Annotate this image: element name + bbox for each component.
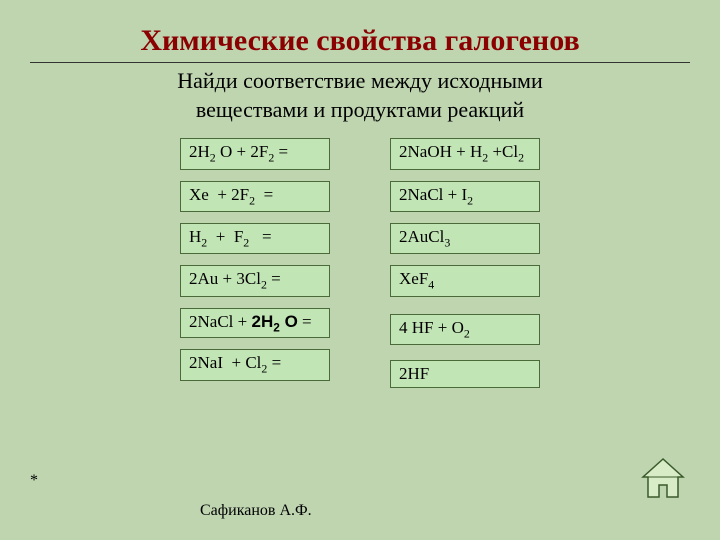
divider — [30, 62, 690, 63]
product-box[interactable]: 2HF — [390, 360, 540, 388]
home-icon[interactable] — [640, 457, 686, 506]
reactant-box[interactable]: 2Au + 3Cl2 = — [180, 265, 330, 296]
footnote-marker: * — [30, 472, 38, 490]
product-box[interactable]: 4 HF + O2 — [390, 314, 540, 345]
subtitle-line-1: Найди соответствие между исходными — [177, 68, 543, 93]
matching-columns: 2H2 O + 2F2 = Xe + 2F2 = H2 + F2 = 2Au +… — [0, 138, 720, 388]
left-column: 2H2 O + 2F2 = Xe + 2F2 = H2 + F2 = 2Au +… — [180, 138, 330, 388]
reactant-box[interactable]: 2H2 O + 2F2 = — [180, 138, 330, 169]
subtitle: Найди соответствие между исходными вещес… — [0, 67, 720, 124]
reactant-box[interactable]: 2NaCl + 2H2 O = — [180, 308, 330, 338]
product-box[interactable]: 2NaOH + H2 +Cl2 — [390, 138, 540, 169]
subtitle-line-2: веществами и продуктами реакций — [196, 97, 524, 122]
reactant-box[interactable]: Xe + 2F2 = — [180, 181, 330, 212]
page-title: Химические свойства галогенов — [0, 0, 720, 58]
right-column: 2NaOH + H2 +Cl2 2NaCl + I2 2AuCl3 XeF4 4… — [390, 138, 540, 388]
product-box[interactable]: XeF4 — [390, 265, 540, 296]
author-name: Сафиканов А.Ф. — [200, 502, 312, 520]
product-box[interactable]: 2NaCl + I2 — [390, 181, 540, 212]
reactant-box[interactable]: 2NaI + Cl2 = — [180, 349, 330, 380]
product-box[interactable]: 2AuCl3 — [390, 223, 540, 254]
reactant-box[interactable]: H2 + F2 = — [180, 223, 330, 254]
